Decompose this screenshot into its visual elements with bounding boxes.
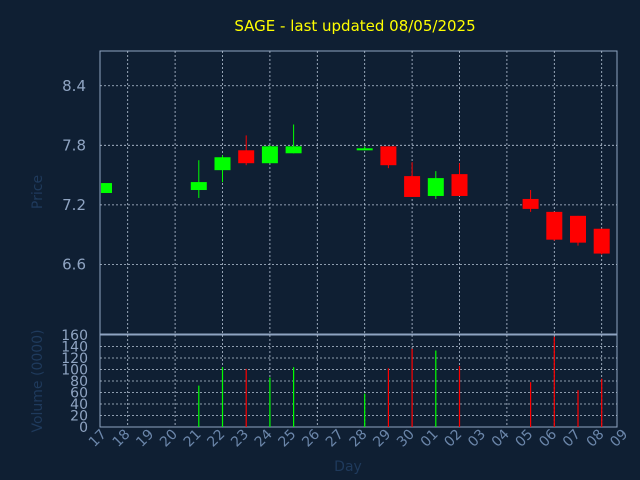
price-tick-label: 8.4 bbox=[62, 77, 86, 95]
candle-body bbox=[593, 228, 610, 254]
volume-tick-label: 140 bbox=[61, 340, 88, 356]
day-tick-label: 20 bbox=[157, 427, 181, 451]
candle-body bbox=[190, 182, 207, 191]
day-tick-label: 05 bbox=[513, 427, 537, 451]
candle bbox=[356, 146, 373, 151]
price-tick-label: 7.2 bbox=[62, 196, 86, 214]
day-tick-label: 04 bbox=[489, 426, 513, 450]
day-tick-label: 07 bbox=[560, 427, 584, 451]
volume-axis-label: Volume (0000) bbox=[30, 329, 46, 432]
day-tick-label: 22 bbox=[204, 427, 228, 451]
chart-title: SAGE - last updated 08/05/2025 bbox=[234, 17, 475, 35]
day-tick-label: 24 bbox=[252, 426, 276, 450]
candle-body bbox=[451, 174, 468, 196]
candle bbox=[570, 215, 586, 246]
price-tick-label: 6.6 bbox=[62, 255, 86, 273]
price-axis-label: Price bbox=[30, 175, 46, 209]
candle-body bbox=[238, 150, 255, 164]
day-tick-label: 27 bbox=[323, 427, 347, 451]
day-tick-label: 28 bbox=[347, 427, 371, 451]
day-tick-label: 29 bbox=[370, 427, 394, 451]
day-tick-label: 17 bbox=[86, 427, 110, 451]
candle-body bbox=[380, 146, 397, 166]
day-tick-label: 08 bbox=[584, 427, 608, 451]
candle-body bbox=[404, 176, 421, 197]
day-tick-label: 18 bbox=[110, 427, 134, 451]
candle-body bbox=[101, 183, 112, 193]
volume-tick-label: 40 bbox=[70, 397, 88, 413]
candle bbox=[101, 183, 112, 193]
day-tick-label: 30 bbox=[394, 427, 418, 451]
candle bbox=[427, 171, 444, 199]
day-axis-label: Day bbox=[334, 459, 362, 475]
volume-tick-label: 80 bbox=[70, 374, 88, 390]
candle-body bbox=[427, 178, 444, 196]
day-axis-labels: 17 18 19 20 21 22 23 24 25 26 27 28 29 30 01 02 03 04 05 06… bbox=[86, 426, 631, 450]
volume-tick-label: 100 bbox=[61, 363, 88, 379]
day-tick-label: 09 bbox=[607, 427, 631, 451]
volume-tick-label: 20 bbox=[70, 409, 88, 425]
day-tick-label: 21 bbox=[181, 427, 205, 451]
candle bbox=[261, 145, 278, 164]
day-tick-label: 19 bbox=[133, 427, 157, 451]
candle bbox=[593, 228, 610, 255]
candle bbox=[451, 163, 468, 196]
day-tick-label: 02 bbox=[441, 427, 465, 451]
day-tick-label: 03 bbox=[465, 427, 489, 451]
candles bbox=[101, 124, 610, 255]
volume-tick-label: 60 bbox=[70, 386, 88, 402]
day-tick-label: 26 bbox=[299, 426, 323, 450]
candle-body bbox=[214, 157, 231, 171]
price-panel: 6.6 7.2 7.8 8.4 Price bbox=[30, 50, 618, 335]
volume-bars bbox=[198, 336, 603, 427]
candle bbox=[404, 162, 421, 197]
candle bbox=[285, 124, 302, 154]
day-tick-label: 01 bbox=[418, 427, 442, 451]
price-plot-area bbox=[99, 50, 618, 335]
day-tick-label: 06 bbox=[536, 426, 560, 450]
candle bbox=[546, 211, 563, 241]
candle bbox=[380, 146, 397, 169]
candle-body bbox=[522, 198, 539, 209]
candle bbox=[522, 190, 539, 212]
volume-tick-label: 160 bbox=[61, 328, 88, 344]
candle bbox=[238, 135, 255, 166]
candle bbox=[190, 160, 207, 198]
price-y-ticks: 6.6 7.2 7.8 8.4 bbox=[62, 77, 86, 274]
candle-body bbox=[285, 146, 302, 154]
day-tick-label: 25 bbox=[276, 427, 300, 451]
volume-tick-label: 0 bbox=[79, 420, 88, 436]
day-tick-label: 23 bbox=[228, 427, 252, 451]
candle-body bbox=[546, 211, 563, 240]
candle bbox=[214, 155, 231, 183]
candle-body bbox=[570, 215, 586, 243]
candle-body bbox=[261, 146, 278, 164]
candle-body bbox=[356, 148, 373, 151]
price-tick-label: 7.8 bbox=[62, 136, 86, 154]
volume-tick-label: 120 bbox=[61, 351, 88, 367]
